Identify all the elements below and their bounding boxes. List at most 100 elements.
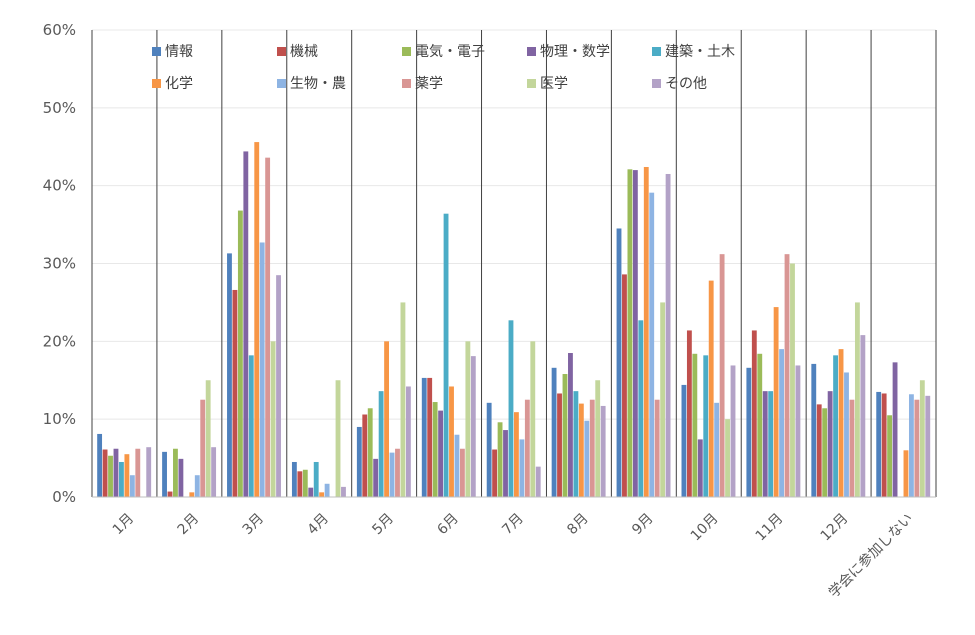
legend-swatch [402,47,411,56]
y-tick-label: 30% [43,255,76,273]
bar-建築・土木-12月 [833,355,839,497]
bar-薬学-7月 [524,399,530,497]
bar-化学-10月 [708,280,714,497]
bar-機械-2月 [167,491,173,497]
bar-情報-11月 [746,367,752,497]
bar-電気・電子-学会に参加しない [887,415,893,497]
bar-その他-10月 [730,365,736,497]
bar-機械-9月 [622,274,627,497]
bar-建築・土木-9月 [638,320,644,497]
bar-情報-学会に参加しない [876,391,882,497]
bar-建築・土木-6月 [443,213,449,497]
bar-物理・数学-5月 [373,458,379,497]
bar-その他-5月 [405,386,411,497]
legend-item-機械: 機械 [277,44,318,60]
legend-swatch [277,47,286,56]
bar-物理・数学-8月 [568,353,573,497]
bar-生物・農-7月 [519,439,525,497]
x-tick-label: 8月 [564,511,592,539]
legend-item-生物・農: 生物・農 [277,76,346,92]
bar-薬学-1月 [135,448,141,497]
x-tick-label: 12月 [818,511,852,545]
bar-薬学-3月 [265,157,271,497]
bar-機械-学会に参加しない [881,393,887,497]
bar-生物・農-11月 [779,349,784,497]
bar-機械-4月 [297,471,303,497]
x-tick-label: 3月 [240,511,268,539]
bars [97,142,931,498]
bar-その他-11月 [795,365,801,497]
bar-生物・農-4月 [324,483,330,497]
bar-その他-7月 [535,466,541,497]
x-tick-label: 11月 [753,511,787,545]
x-tick-label: 7月 [499,511,527,539]
bar-電気・電子-6月 [432,402,438,497]
bar-その他-3月 [276,275,281,497]
x-tick-label: 4月 [305,511,333,539]
x-tick-label: 9月 [629,511,657,539]
bar-建築・土木-7月 [508,320,514,497]
bar-医学-学会に参加しない [919,380,925,497]
legend-label: 薬学 [415,76,443,92]
bar-情報-8月 [551,367,557,497]
legend-label: 化学 [165,76,193,92]
bar-その他-2月 [211,447,217,497]
bar-生物・農-10月 [714,402,720,497]
bar-機械-3月 [232,289,238,497]
legend-item-その他: その他 [652,76,707,92]
y-tick-label: 50% [43,99,76,117]
bar-薬学-6月 [459,448,465,497]
legend-swatch [277,79,286,88]
bar-医学-7月 [530,341,536,497]
bar-建築・土木-5月 [378,391,384,497]
bar-電気・電子-3月 [237,210,243,497]
bar-情報-4月 [291,461,297,497]
y-tick-label: 0% [52,488,76,506]
bar-情報-12月 [811,363,817,497]
bar-薬学-12月 [849,399,855,497]
bar-物理・数学-10月 [697,439,703,497]
bar-薬学-9月 [654,399,660,497]
bar-化学-6月 [449,386,454,497]
legend-swatch [652,79,661,88]
legend-swatch [527,47,536,56]
bar-医学-2月 [205,380,211,497]
bar-化学-12月 [838,349,844,497]
bar-その他-9月 [665,173,671,498]
bar-その他-1月 [146,447,152,497]
legend-swatch [152,79,161,88]
legend-item-情報: 情報 [152,44,193,60]
legend-label: 医学 [540,76,568,92]
bar-電気・電子-5月 [367,408,373,497]
bar-情報-10月 [681,384,687,497]
legend-item-建築・土木: 建築・土木 [652,44,735,60]
bar-化学-2月 [189,492,195,497]
bar-情報-9月 [616,228,622,498]
legend-label: 電気・電子 [415,44,485,60]
bar-薬学-8月 [589,399,595,497]
bar-その他-4月 [341,486,346,497]
bar-生物・農-5月 [389,452,395,497]
bar-情報-5月 [356,426,362,497]
bar-建築・土木-11月 [768,391,774,497]
bar-生物・農-12月 [844,372,849,497]
x-tick-label: 5月 [369,511,397,539]
bar-物理・数学-学会に参加しない [892,362,898,497]
bar-生物・農-6月 [454,434,460,497]
bar-薬学-11月 [784,254,790,497]
bar-建築・土木-10月 [703,355,709,497]
x-tick-label: 1月 [110,511,138,539]
legend-label: 情報 [165,44,193,60]
bar-電気・電子-9月 [627,169,633,497]
bar-薬学-学会に参加しない [914,399,920,497]
bar-電気・電子-8月 [562,374,568,497]
bar-物理・数学-2月 [178,458,184,497]
bar-化学-1月 [124,454,130,497]
bar-医学-4月 [335,380,341,497]
legend-swatch [152,47,161,56]
legend-label: 物理・数学 [540,44,610,60]
y-tick-label: 60% [43,21,76,39]
bar-電気・電子-4月 [302,469,308,497]
x-tick-label: 2月 [175,511,203,539]
